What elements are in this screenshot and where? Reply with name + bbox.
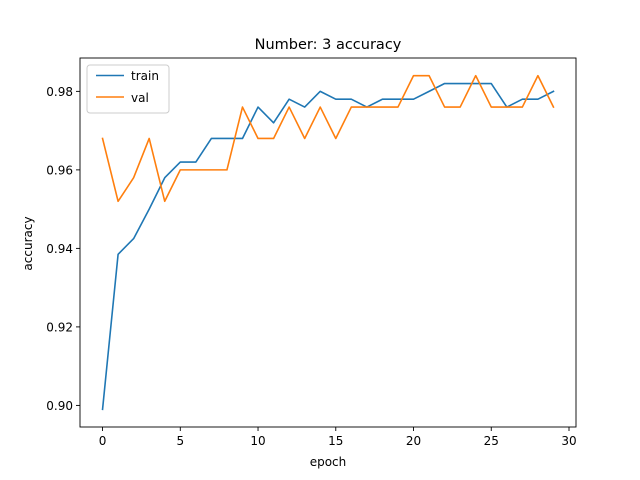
x-tick-label: 20 (406, 434, 421, 448)
axes-frame (79, 57, 577, 428)
x-tick-label: 10 (250, 434, 265, 448)
x-tick-label: 0 (99, 434, 107, 448)
x-axis-ticks: 0 5 10 15 20 25 30 (99, 427, 577, 448)
x-tick-label: 5 (176, 434, 184, 448)
legend-label-train: train (131, 69, 159, 83)
x-tick-label: 30 (561, 434, 576, 448)
y-tick-label: 0.92 (46, 320, 73, 334)
series-layer (101, 74, 555, 411)
y-tick-label: 0.98 (46, 85, 73, 99)
y-axis-label: accuracy (21, 216, 35, 270)
plot-area: 0 5 10 15 20 25 30 0.90 0.92 0.94 0.96 0.98 (46, 57, 577, 448)
legend-box (86, 64, 170, 114)
x-axis-label: epoch (310, 455, 347, 469)
y-tick-label: 0.94 (46, 242, 73, 256)
x-tick-label: 15 (328, 434, 343, 448)
series-line-val (101, 74, 555, 203)
y-tick-label: 0.96 (46, 163, 73, 177)
legend-label-val: val (131, 91, 149, 105)
x-tick-label: 25 (484, 434, 499, 448)
y-tick-label: 0.90 (46, 399, 73, 413)
y-axis-ticks: 0.90 0.92 0.94 0.96 0.98 (46, 85, 80, 413)
legend: train val (86, 64, 170, 114)
chart-title: Number: 3 accuracy (255, 37, 402, 53)
series-line-train (101, 82, 555, 411)
